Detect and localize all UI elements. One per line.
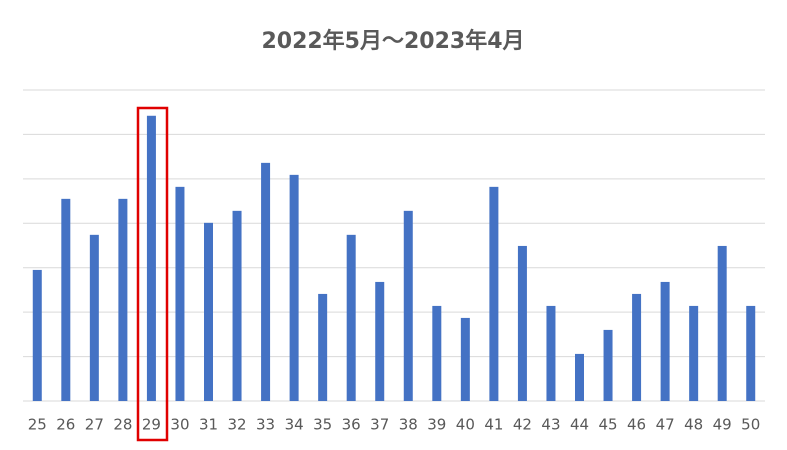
x-tick-label: 41 [484, 416, 503, 434]
x-tick-label: 39 [427, 416, 446, 434]
bar [517, 245, 527, 401]
x-tick-label: 43 [541, 416, 560, 434]
bar [660, 281, 670, 401]
bar [89, 234, 99, 401]
bar [204, 222, 213, 401]
bar [689, 305, 699, 401]
x-tick-label: 30 [170, 416, 189, 434]
bar [261, 162, 271, 401]
plot-area: 25 26 27 28 29 30 31 32 33 34 35 36 37 38 39 40 41 42 43 44… [23, 89, 765, 434]
x-tick-label: 34 [285, 416, 304, 434]
x-tick-label: 32 [227, 416, 246, 434]
x-tick-label: 38 [399, 416, 418, 434]
x-tick-label: 25 [28, 416, 47, 434]
bar [61, 198, 71, 401]
bar [346, 234, 356, 401]
bar [32, 269, 42, 401]
bar [489, 186, 499, 401]
bar [575, 353, 584, 401]
x-tick-label: 31 [199, 416, 218, 434]
bar [632, 293, 642, 401]
x-tick-label: 47 [656, 416, 675, 434]
x-tick-label: 28 [113, 416, 132, 434]
bar [746, 305, 756, 401]
bar [460, 317, 470, 401]
bar [403, 210, 413, 401]
bar [118, 198, 128, 401]
bar [232, 210, 242, 401]
x-tick-label: 29 [142, 416, 161, 434]
x-tick-label: 27 [85, 416, 104, 434]
bar [175, 186, 185, 401]
bar [289, 174, 299, 401]
x-tick-label: 26 [56, 416, 75, 434]
bar [375, 281, 385, 401]
x-tick-label: 44 [570, 416, 589, 434]
x-tick-label: 45 [598, 416, 617, 434]
x-tick-label: 36 [342, 416, 361, 434]
x-tick-label: 37 [370, 416, 389, 434]
x-tick-label: 49 [713, 416, 732, 434]
x-tick-label: 35 [313, 416, 332, 434]
bar [318, 293, 328, 401]
bar [146, 115, 156, 402]
bar [603, 329, 613, 401]
x-tick-label: 48 [684, 416, 703, 434]
chart-title: 2022年5月～2023年4月 [261, 28, 524, 54]
x-tick-label: 46 [627, 416, 646, 434]
bar [717, 245, 727, 401]
x-tick-label: 40 [456, 416, 475, 434]
bar [432, 305, 442, 401]
highlight-box [136, 106, 169, 442]
x-tick-label: 33 [256, 416, 275, 434]
x-tick-label: 42 [513, 416, 532, 434]
bar [546, 305, 556, 401]
x-tick-label: 50 [741, 416, 760, 434]
